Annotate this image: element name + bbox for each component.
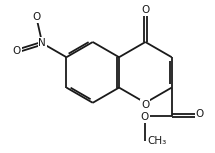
Text: O: O bbox=[32, 12, 40, 22]
Text: O: O bbox=[141, 112, 149, 122]
Text: O: O bbox=[141, 5, 149, 15]
Text: O: O bbox=[195, 109, 204, 119]
Text: O: O bbox=[12, 46, 21, 56]
Text: O: O bbox=[141, 100, 149, 110]
Text: CH₃: CH₃ bbox=[147, 136, 167, 146]
Text: N: N bbox=[38, 38, 46, 48]
